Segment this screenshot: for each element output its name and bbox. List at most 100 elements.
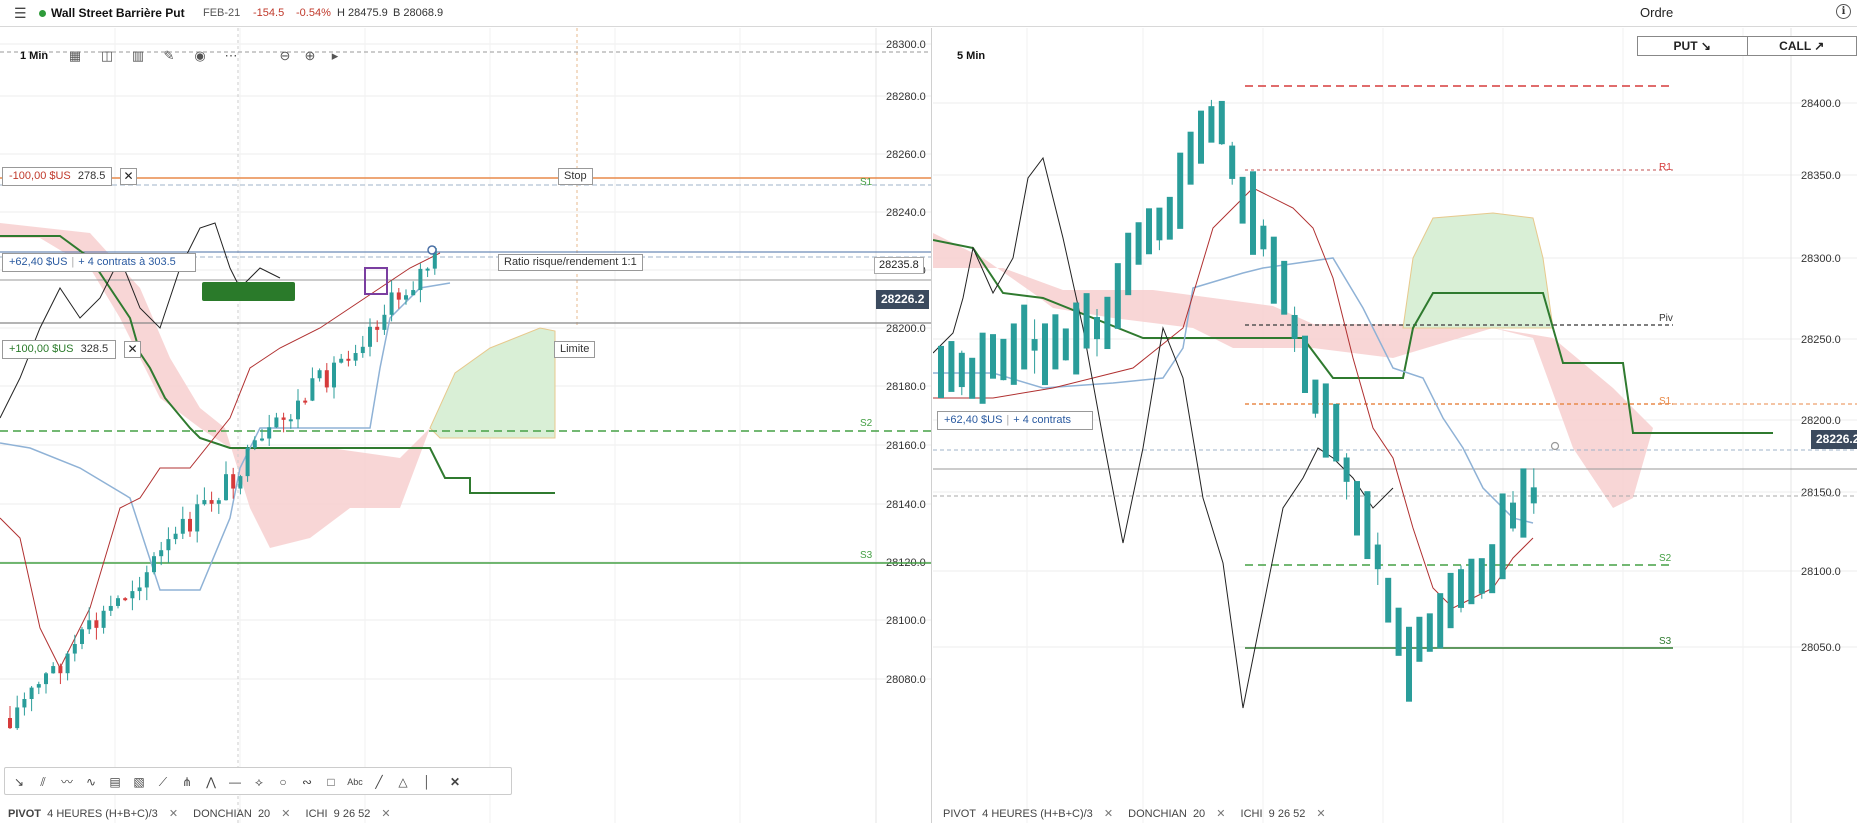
candle-body — [267, 427, 272, 439]
vline-icon[interactable]: │ — [423, 775, 431, 789]
candle-body — [1312, 379, 1319, 414]
indicator-pivot[interactable]: PIVOT 4 HEURES (H+B+C)/3 — [943, 808, 1093, 820]
candle-body — [375, 326, 380, 330]
put-button[interactable]: PUT ↘ — [1638, 37, 1748, 55]
close-icon[interactable]: ✕ — [449, 775, 461, 789]
position-contracts: + 4 contrats à 303.5 — [78, 256, 176, 268]
candle-body — [166, 539, 171, 551]
candle-body — [1530, 487, 1537, 504]
remove-indicator-icon[interactable]: ✕ — [1216, 808, 1226, 820]
candle-body — [1198, 110, 1204, 164]
candle-body — [51, 666, 56, 674]
candle-body — [1062, 328, 1069, 361]
candle-body — [1426, 613, 1433, 652]
line-icon[interactable]: ╱ — [375, 775, 383, 789]
chart-5min-canvas[interactable]: 28400.0 28350.0 28300.0 28250.0 28200.0 28150… — [933, 28, 1857, 823]
candle-body — [1354, 481, 1360, 536]
wave-icon[interactable]: ∿ — [85, 775, 97, 789]
position-price-mark: 28235.8 — [874, 257, 924, 274]
ray-icon[interactable]: ⫽ — [40, 775, 46, 789]
play-icon[interactable]: ▸ — [331, 48, 339, 63]
eye-icon[interactable]: ◉ — [194, 48, 206, 63]
pitchfork-icon[interactable]: ⋔ — [181, 775, 193, 789]
indicator-ichimoku[interactable]: ICHI 9 26 52 — [1240, 808, 1306, 820]
zigzag-icon[interactable]: 〰 — [60, 775, 73, 789]
remove-indicator-icon[interactable]: ✕ — [281, 808, 291, 820]
ruler-icon[interactable]: ⟡ — [255, 775, 263, 789]
ichimoku-tenkan-line — [0, 252, 441, 670]
stop-order-label[interactable]: Stop — [558, 168, 593, 185]
ichimoku-cloud-bullish — [429, 327, 556, 439]
candle-body — [260, 438, 264, 441]
candle-body — [1499, 493, 1506, 580]
candle-body — [1395, 607, 1402, 656]
candle-body — [979, 332, 986, 404]
candle-body — [216, 500, 221, 504]
limit-order-label[interactable]: Limite — [554, 341, 596, 358]
rectangle-icon[interactable]: □ — [327, 775, 335, 789]
candle-body — [1125, 232, 1132, 296]
candle-body — [1270, 236, 1277, 304]
indicator-donchian[interactable]: DONCHIAN 20 — [1128, 808, 1206, 820]
grid-icon[interactable]: ▤ — [109, 775, 121, 789]
remove-indicator-icon[interactable]: ✕ — [1316, 808, 1326, 820]
triangle-icon[interactable]: △ — [398, 775, 408, 789]
indicator-ichimoku[interactable]: ICHI 9 26 52 — [305, 808, 371, 820]
candle-body — [1302, 335, 1308, 393]
limit-order-close-icon[interactable]: ✕ — [124, 341, 141, 358]
y-tick-label: 28150.0 — [1801, 487, 1841, 499]
zoom-out-icon[interactable]: ⊖ — [279, 48, 291, 63]
arrow-icon[interactable]: ↘ — [13, 775, 25, 789]
stop-order-close-icon[interactable]: ✕ — [120, 168, 137, 185]
timeframe-label[interactable]: 1 Min — [20, 50, 49, 62]
indicator-donchian[interactable]: DONCHIAN 20 — [193, 808, 271, 820]
pivot-label: S3 — [860, 550, 873, 561]
fib-icon[interactable]: ▧ — [133, 775, 145, 789]
candle-body — [1166, 196, 1173, 240]
timeframe-label[interactable]: 5 Min — [957, 50, 986, 62]
candles-icon[interactable]: ▦ — [68, 48, 82, 63]
candle-body — [1218, 100, 1225, 145]
candle-body — [202, 500, 207, 505]
call-button[interactable]: CALL ↗ — [1779, 39, 1825, 53]
stop-order-box[interactable]: -100,00 $US 278.5 — [2, 167, 112, 186]
y-tick-label: 28200.0 — [1801, 415, 1841, 427]
candle-body — [1229, 145, 1236, 179]
bars-icon[interactable]: ▥ — [131, 48, 145, 63]
y-tick-label: 28050.0 — [1801, 642, 1841, 654]
remove-indicator-icon[interactable]: ✕ — [168, 808, 179, 820]
candle-body — [425, 268, 430, 271]
chart-5min[interactable]: 28400.0 28350.0 28300.0 28250.0 28200.0 28150… — [933, 28, 1857, 823]
candle-body — [938, 345, 944, 398]
pattern-icon[interactable]: ⋀ — [206, 775, 216, 789]
circle-icon[interactable]: ○ — [279, 775, 287, 789]
candle-body — [1406, 626, 1412, 702]
candle-body — [969, 357, 976, 399]
fan-icon[interactable]: ⟋ — [158, 775, 168, 789]
info-icon[interactable]: i — [1836, 4, 1851, 19]
current-price-tag: 28226.2 — [1811, 430, 1857, 449]
indicator-pivot[interactable]: PIVOT 4 HEURES (H+B+C)/3 — [8, 808, 158, 820]
pen-icon[interactable]: ✎ — [163, 48, 175, 63]
more-icon[interactable]: ⋯ — [224, 48, 238, 63]
instrument-name[interactable]: Wall Street Barrière Put — [51, 6, 185, 20]
limit-order-box[interactable]: +100,00 $US 328.5 — [2, 340, 116, 359]
position-box[interactable]: +62,40 $US | + 4 contrats — [937, 411, 1093, 430]
chart-1min-canvas[interactable]: 28300.028280.028260.028240.028220.028200… — [0, 28, 932, 823]
menu-icon[interactable]: ☰ — [14, 5, 27, 21]
close-position-button[interactable] — [202, 282, 295, 301]
zoom-in-icon[interactable]: ⊕ — [304, 48, 316, 63]
remove-indicator-icon[interactable]: ✕ — [1103, 808, 1114, 820]
position-box[interactable]: +62,40 $US | + 4 contrats à 303.5 — [2, 253, 196, 272]
stop-order-price: 278.5 — [77, 170, 106, 182]
candle-body — [288, 419, 293, 422]
hline-icon[interactable]: — — [229, 775, 241, 789]
y-tick-label: 28200.0 — [886, 323, 926, 335]
pivot-label: R1 — [1659, 162, 1672, 173]
candle-body — [1468, 558, 1475, 605]
chart-1min[interactable]: 28300.028280.028260.028240.028220.028200… — [0, 28, 932, 823]
curve-icon[interactable]: ∾ — [301, 775, 313, 789]
remove-indicator-icon[interactable]: ✕ — [381, 808, 391, 820]
text-icon[interactable]: Abc — [347, 777, 363, 787]
layout-icon[interactable]: ◫ — [100, 48, 114, 63]
